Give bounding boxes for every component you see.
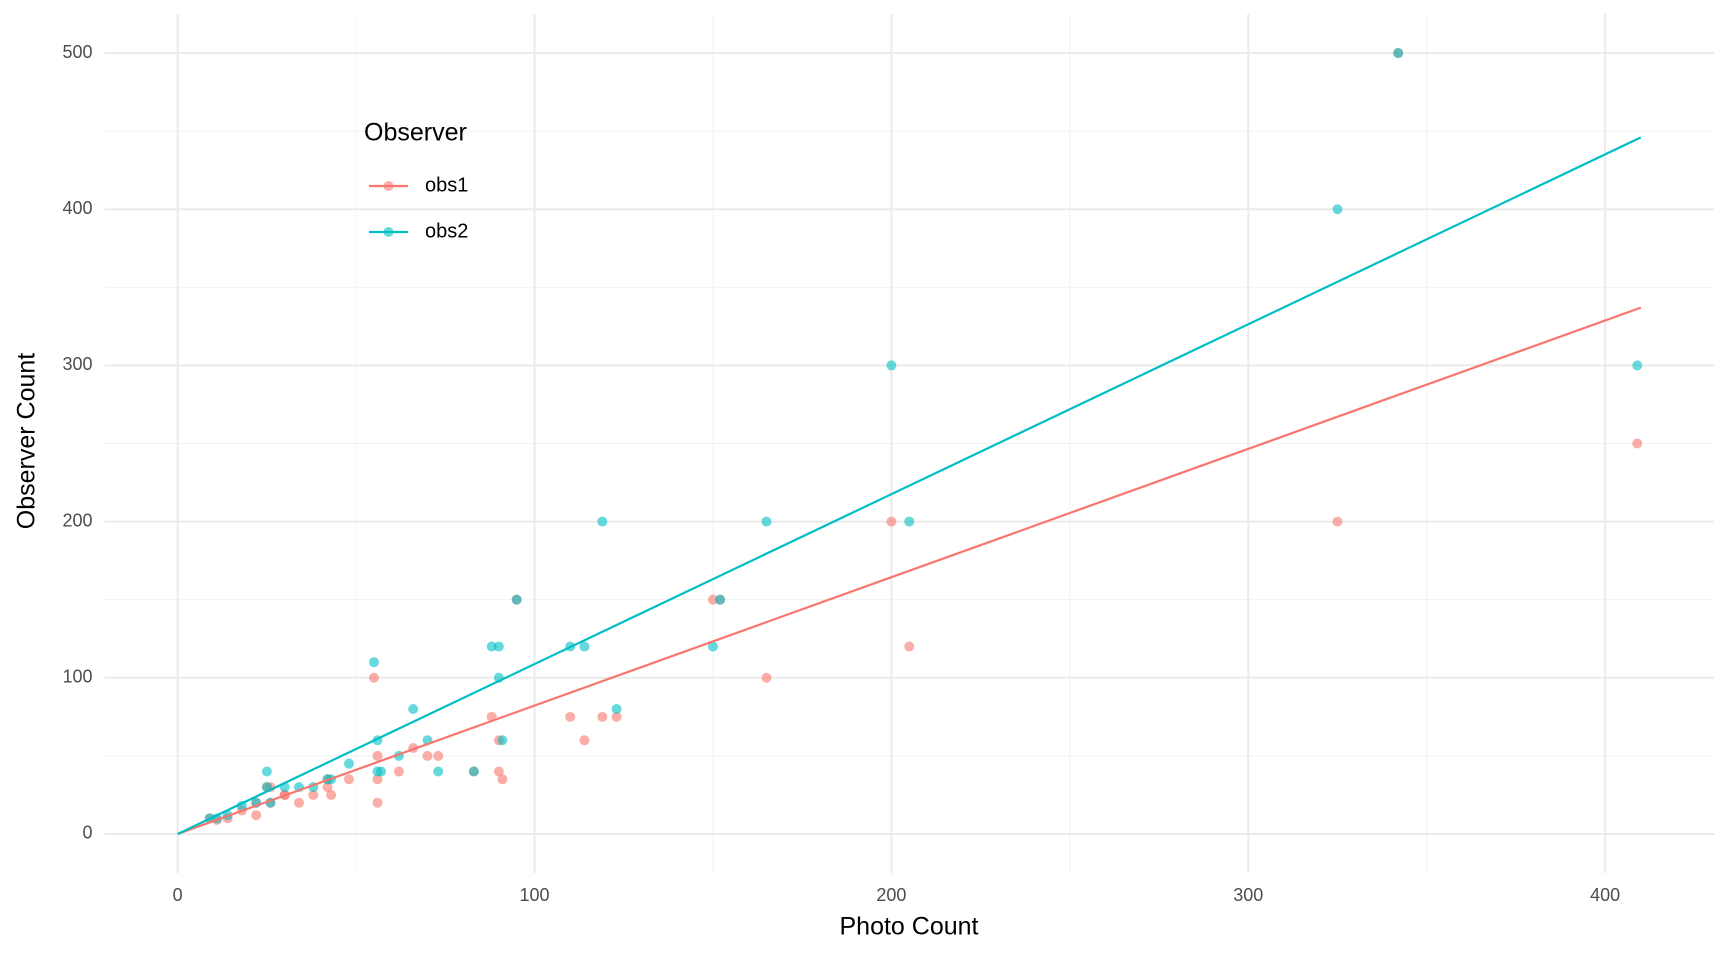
point bbox=[511, 594, 522, 605]
point bbox=[261, 766, 272, 777]
point bbox=[579, 641, 590, 652]
point bbox=[468, 766, 479, 777]
y-axis-label: Observer Count bbox=[13, 353, 41, 530]
point bbox=[408, 704, 419, 715]
point bbox=[493, 766, 504, 777]
point bbox=[372, 797, 383, 808]
point bbox=[707, 594, 718, 605]
point bbox=[493, 641, 504, 652]
point bbox=[597, 516, 608, 527]
point bbox=[1332, 204, 1343, 215]
point bbox=[326, 789, 337, 800]
point bbox=[1632, 438, 1643, 449]
legend-title: Observer bbox=[364, 119, 467, 147]
y-tick-label: 300 bbox=[62, 354, 92, 374]
x-tick-label: 100 bbox=[520, 885, 550, 905]
point bbox=[422, 750, 433, 761]
point bbox=[1393, 48, 1404, 59]
point bbox=[761, 516, 772, 527]
point bbox=[715, 594, 726, 605]
y-tick-label: 0 bbox=[82, 823, 92, 843]
point bbox=[497, 735, 508, 746]
x-tick-label: 0 bbox=[173, 885, 183, 905]
point bbox=[368, 672, 379, 683]
point bbox=[611, 704, 622, 715]
fit-line bbox=[177, 136, 1642, 835]
point bbox=[1332, 516, 1343, 527]
y-tick-label: 500 bbox=[62, 42, 92, 62]
legend-key-point bbox=[383, 181, 394, 191]
point bbox=[372, 774, 383, 785]
y-tick-label: 400 bbox=[62, 198, 92, 218]
point bbox=[433, 766, 444, 777]
x-tick-label: 400 bbox=[1590, 885, 1620, 905]
point bbox=[376, 766, 387, 777]
point bbox=[497, 774, 508, 785]
point bbox=[761, 672, 772, 683]
point bbox=[343, 758, 354, 769]
point bbox=[322, 782, 333, 793]
x-tick-label: 200 bbox=[876, 885, 906, 905]
x-tick-label: 300 bbox=[1233, 885, 1263, 905]
point bbox=[579, 735, 590, 746]
point bbox=[565, 711, 576, 722]
point bbox=[886, 360, 897, 371]
point bbox=[343, 774, 354, 785]
point bbox=[486, 641, 497, 652]
point bbox=[611, 711, 622, 722]
point bbox=[904, 516, 915, 527]
point bbox=[308, 789, 319, 800]
point bbox=[368, 657, 379, 668]
x-axis-label: Photo Count bbox=[840, 913, 979, 941]
point bbox=[372, 750, 383, 761]
point bbox=[293, 797, 304, 808]
legend-label: obs1 bbox=[425, 174, 468, 196]
legend: Observer obs1 obs2 bbox=[364, 119, 468, 243]
point bbox=[1632, 360, 1643, 371]
point bbox=[904, 641, 915, 652]
legend-key-point bbox=[383, 227, 394, 237]
point bbox=[393, 766, 404, 777]
point bbox=[597, 711, 608, 722]
y-tick-label: 200 bbox=[62, 510, 92, 530]
point bbox=[433, 750, 444, 761]
point bbox=[251, 810, 262, 821]
legend-label: obs2 bbox=[425, 220, 468, 242]
y-tick-label: 100 bbox=[62, 667, 92, 687]
point bbox=[886, 516, 897, 527]
fit-line bbox=[177, 306, 1642, 835]
point bbox=[707, 641, 718, 652]
